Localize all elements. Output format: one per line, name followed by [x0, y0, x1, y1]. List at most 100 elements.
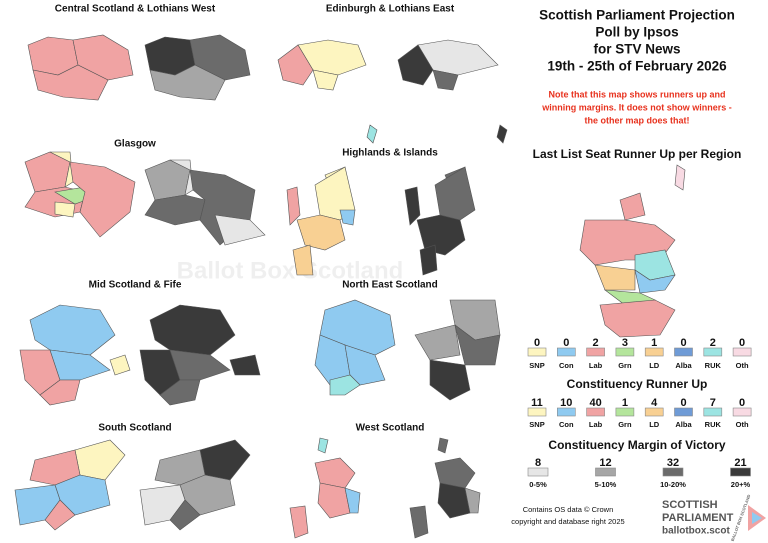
legend-count: 10: [560, 397, 572, 409]
legend-label: Lab: [589, 420, 603, 429]
legend-swatch: [595, 467, 616, 477]
legend-swatch: [732, 347, 752, 357]
legend-swatch: [732, 407, 752, 417]
legend-swatch: [556, 347, 576, 357]
title: Scottish Parliament Projection: [539, 8, 735, 23]
region-title: West Scotland: [356, 423, 425, 434]
legend-swatch: [586, 347, 605, 357]
legend-count: 0: [739, 337, 745, 349]
note: the other map does that!: [584, 115, 689, 125]
legend-swatch: [662, 467, 684, 477]
legend-count: 21: [734, 457, 746, 469]
legend-label: Con: [559, 420, 574, 429]
footer: copyright and database right 2025: [511, 517, 624, 526]
region-map: [139, 304, 261, 406]
legend-swatch: [527, 467, 549, 477]
footer: Contains OS data © Crown: [523, 505, 614, 514]
legend-count: 3: [622, 337, 628, 349]
legend-count: 0: [563, 337, 569, 349]
legend-swatch: [527, 347, 547, 357]
legend-count: 2: [710, 337, 716, 349]
legend-swatch: [730, 467, 751, 477]
legend-title: Last List Seat Runner Up per Region: [533, 147, 742, 161]
title: 19th - 25th of February 2026: [547, 59, 727, 74]
note: Note that this map shows runners up and: [548, 89, 725, 99]
legend-count: 11: [531, 397, 543, 409]
legend-count: 0: [739, 397, 745, 409]
scotland-map: [579, 164, 686, 338]
legend-label: Oth: [736, 420, 749, 429]
legend-swatch: [703, 407, 723, 417]
legend-count: 8: [535, 457, 541, 469]
note: winning margins. It does not show winner…: [541, 102, 732, 112]
legend-label: SNP: [529, 361, 544, 370]
legend-count: 12: [599, 457, 611, 469]
legend-title: Constituency Runner Up: [567, 377, 708, 391]
legend-label: SNP: [529, 420, 544, 429]
region-map: [277, 39, 367, 91]
region-map: [404, 124, 508, 276]
legend-count: 40: [589, 397, 601, 409]
legend-count: 0: [534, 337, 540, 349]
region-map: [19, 304, 131, 406]
title: for STV News: [593, 42, 680, 57]
region-title: South Scotland: [98, 423, 171, 434]
legend-label: Alba: [675, 361, 692, 370]
title: Poll by Ipsos: [595, 25, 678, 40]
legend-swatch: [556, 407, 576, 417]
region-title: Central Scotland & Lothians West: [55, 4, 216, 15]
legend-count: 32: [667, 457, 679, 469]
watermark: Ballot Box Scotland: [177, 257, 404, 284]
legend-label: Alba: [675, 420, 692, 429]
legend-label: LD: [649, 361, 660, 370]
legend-swatch: [644, 347, 664, 357]
region-map: [24, 151, 136, 238]
legend-label: 0-5%: [529, 480, 547, 489]
legend-label: Grn: [618, 420, 632, 429]
region-map: [409, 437, 481, 539]
legend-count: 1: [651, 337, 657, 349]
legend-label: RUK: [705, 361, 722, 370]
region-map: [144, 159, 266, 246]
legend-swatch: [674, 407, 693, 417]
legend-label: Oth: [736, 361, 749, 370]
legend-swatch: [644, 407, 664, 417]
region-map: [286, 124, 378, 276]
legend-swatch: [586, 407, 605, 417]
legends: 0 SNP 0 Con 2 Lab 3 Grn 1 LD 0 Alba 2 RUK 0 Oth 11 SNP 10 C…: [527, 337, 752, 489]
region-map: [139, 439, 251, 531]
legend-label: Grn: [618, 361, 632, 370]
legend-label: RUK: [705, 420, 722, 429]
legend-label: LD: [649, 420, 660, 429]
legend-swatch: [615, 347, 635, 357]
region-map: [14, 439, 126, 531]
legend-swatch: [703, 347, 723, 357]
logo-url: ballotbox.scot: [662, 526, 730, 537]
legend-label: 20+%: [731, 480, 751, 489]
legend-count: 2: [593, 337, 599, 349]
region-map: [289, 437, 361, 539]
legend-label: 10-20%: [660, 480, 686, 489]
legend-count: 7: [710, 397, 716, 409]
legend-label: Lab: [589, 361, 603, 370]
legend-title: Constituency Margin of Victory: [548, 438, 725, 452]
logo-text: SCOTTISH: [662, 499, 718, 511]
legend-label: 5-10%: [595, 480, 617, 489]
legend-count: 0: [680, 397, 686, 409]
legend-swatch: [527, 407, 547, 417]
region-title: Highlands & Islands: [342, 148, 438, 159]
region-map: [397, 39, 499, 91]
region-map: [144, 34, 251, 101]
region-title: Mid Scotland & Fife: [89, 280, 182, 291]
legend-count: 4: [651, 397, 658, 409]
legend-swatch: [674, 347, 693, 357]
legend-count: 0: [680, 337, 686, 349]
region-title: Glasgow: [114, 139, 156, 150]
region-title: North East Scotland: [342, 280, 438, 291]
region-map: [314, 299, 396, 396]
legend-label: Con: [559, 361, 574, 370]
region-title: Edinburgh & Lothians East: [326, 4, 455, 15]
region-map: [414, 299, 501, 401]
logo-text: PARLIAMENT: [662, 512, 734, 524]
